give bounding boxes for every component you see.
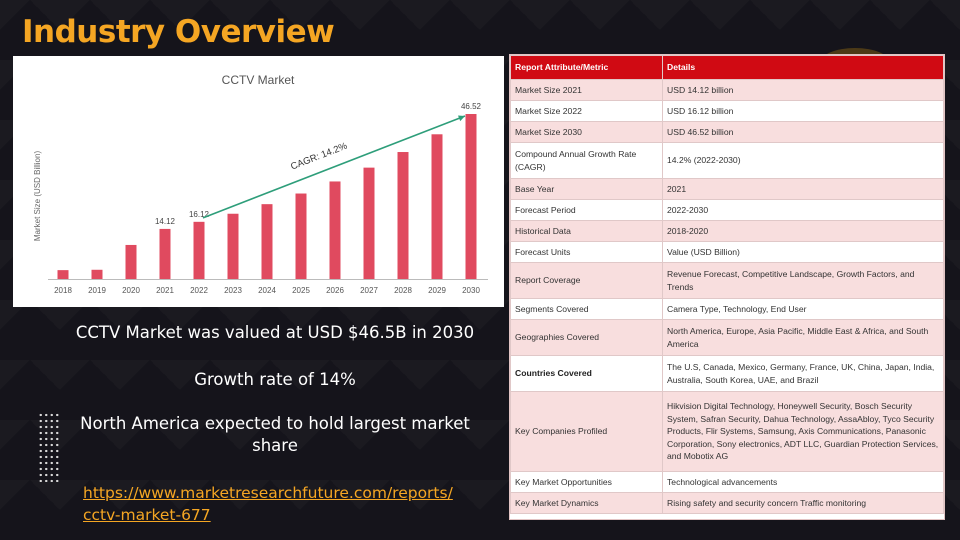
table-cell-details: USD 14.12 billion — [662, 79, 944, 101]
table-cell-details: The U.S, Canada, Mexico, Germany, France… — [662, 355, 944, 392]
table-cell-details: Hikvision Digital Technology, Honeywell … — [662, 391, 944, 472]
table-cell-metric: Historical Data — [510, 220, 663, 242]
table-cell-details: 2021 — [662, 178, 944, 200]
table-cell-metric: Report Coverage — [510, 262, 663, 299]
x-tick-label: 2018 — [54, 286, 72, 295]
data-label-2021: 14.12 — [155, 217, 176, 226]
table-cell-metric: Market Size 2030 — [510, 121, 663, 143]
table-cell-metric: Key Market Dynamics — [510, 492, 663, 514]
table-row: Countries Covered The U.S, Canada, Mexico… — [510, 355, 944, 392]
bar-2027 — [363, 167, 375, 279]
table-row: Key Companies Profiled Hikvision Digital … — [510, 391, 944, 472]
table-row: Report Coverage Revenue Forecast, Competi… — [510, 262, 944, 299]
bar-2021 — [159, 228, 171, 279]
x-tick-label: 2029 — [428, 286, 446, 295]
table-row: Key Market Opportunities Technological ad… — [510, 471, 944, 493]
table-header-details: Details — [662, 55, 944, 80]
table-row: Market Size 2030 USD 46.52 billion — [510, 121, 944, 143]
chart-title: CCTV Market — [222, 73, 295, 87]
table-cell-details: Rising safety and security concern Traff… — [662, 492, 944, 514]
cagr-annotation: CAGR: 14.2% — [289, 140, 349, 172]
x-tick-label: 2020 — [122, 286, 140, 295]
x-tick-label: 2019 — [88, 286, 106, 295]
bar-2026 — [329, 181, 341, 279]
y-axis-label: Market Size (USD Billion) — [33, 151, 42, 242]
table-cell-details: 2018-2020 — [662, 220, 944, 242]
table-cell-metric: Segments Covered — [510, 298, 663, 320]
table-row: Geographies Covered North America, Europe… — [510, 319, 944, 356]
table-cell-metric: Market Size 2021 — [510, 79, 663, 101]
table-row: Key Market Dynamics Rising safety and sec… — [510, 492, 944, 514]
slide-title: Industry Overview — [22, 14, 335, 50]
bullet-growth-rate: Growth rate of 14% — [194, 370, 356, 389]
x-tick-label: 2028 — [394, 286, 412, 295]
table-cell-details: 2022-2030 — [662, 199, 944, 221]
bar-2020 — [125, 244, 137, 279]
table-cell-metric: Key Market Opportunities — [510, 471, 663, 493]
cctv-market-chart: CCTV Market Market Size (USD Billion) 2018… — [13, 56, 504, 307]
x-tick-label: 2024 — [258, 286, 276, 295]
cagr-arrow-head — [458, 115, 465, 122]
table-header-row: Report Attribute/Metric Details — [510, 55, 944, 80]
table-cell-details: Technological advancements — [662, 471, 944, 493]
table-cell-metric: Countries Covered — [510, 355, 663, 392]
table-cell-details: North America, Europe, Asia Pacific, Mid… — [662, 319, 944, 356]
x-tick-label: 2023 — [224, 286, 242, 295]
data-label-2022: 16.12 — [189, 210, 210, 219]
bar-2023 — [227, 213, 239, 279]
table-row: Forecast Units Value (USD Billion) — [510, 241, 944, 263]
x-tick-label: 2021 — [156, 286, 174, 295]
table-header-metric: Report Attribute/Metric — [510, 55, 663, 80]
table-row: Historical Data 2018-2020 — [510, 220, 944, 242]
chart-svg: CCTV Market Market Size (USD Billion) 2018… — [33, 73, 488, 295]
table-cell-details: USD 16.12 billion — [662, 100, 944, 122]
table-cell-details: Value (USD Billion) — [662, 241, 944, 263]
x-tick-label: 2022 — [190, 286, 208, 295]
bar-2022 — [193, 221, 205, 279]
data-label-2030: 46.52 — [461, 102, 482, 111]
table-cell-details: USD 46.52 billion — [662, 121, 944, 143]
bar-2018 — [57, 270, 69, 279]
table-cell-metric: Key Companies Profiled — [510, 391, 663, 472]
table-row: Market Size 2022 USD 16.12 billion — [510, 100, 944, 122]
bar-2029 — [431, 134, 443, 279]
table-cell-details: Camera Type, Technology, End User — [662, 298, 944, 320]
decorative-dot-grid — [38, 412, 60, 482]
source-link[interactable]: https://www.marketresearchfuture.com/rep… — [83, 484, 453, 524]
table-cell-metric: Forecast Period — [510, 199, 663, 221]
x-tick-label: 2026 — [326, 286, 344, 295]
bullet-market-value: CCTV Market was valued at USD $46.5B in … — [75, 323, 475, 342]
bar-2030 — [465, 114, 477, 279]
table-cell-metric: Compound Annual Growth Rate (CAGR) — [510, 142, 663, 179]
table-row: Segments Covered Camera Type, Technology,… — [510, 298, 944, 320]
table-row: Forecast Period 2022-2030 — [510, 199, 944, 221]
table-cell-details: 14.2% (2022-2030) — [662, 142, 944, 179]
bar-2028 — [397, 152, 409, 279]
cagr-arrow-line — [202, 115, 466, 219]
bar-2019 — [91, 269, 103, 279]
bar-2025 — [295, 193, 307, 279]
x-tick-label: 2025 — [292, 286, 310, 295]
table-cell-metric: Base Year — [510, 178, 663, 200]
table-cell-details: Revenue Forecast, Competitive Landscape,… — [662, 262, 944, 299]
table-row: Market Size 2021 USD 14.12 billion — [510, 79, 944, 101]
x-tick-label: 2027 — [360, 286, 378, 295]
report-attribute-table: Report Attribute/Metric Details Market S… — [509, 54, 945, 520]
table-cell-metric: Forecast Units — [510, 241, 663, 263]
bar-2024 — [261, 204, 273, 279]
table-row: Base Year 2021 — [510, 178, 944, 200]
bullet-north-america: North America expected to hold largest m… — [80, 414, 470, 455]
table-cell-metric: Market Size 2022 — [510, 100, 663, 122]
table-row: Compound Annual Growth Rate (CAGR) 14.2% … — [510, 142, 944, 179]
table-cell-metric: Geographies Covered — [510, 319, 663, 356]
x-tick-label: 2030 — [462, 286, 480, 295]
